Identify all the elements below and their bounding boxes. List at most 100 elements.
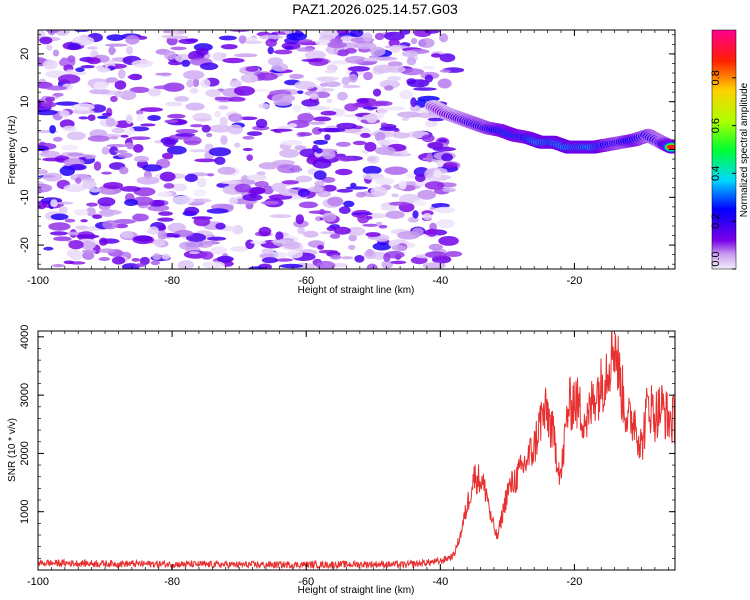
noise-cell: [428, 243, 443, 251]
noise-cell: [326, 98, 333, 103]
noise-cell: [438, 236, 459, 246]
noise-cell: [125, 114, 133, 124]
noise-cell: [112, 256, 126, 265]
noise-cell: [363, 106, 379, 110]
noise-cell: [178, 38, 197, 44]
noise-cell: [297, 188, 310, 198]
noise-cell: [125, 35, 140, 45]
noise-cell: [246, 131, 263, 137]
colorbar-label: Normalized spectral amplitude: [739, 82, 750, 217]
noise-cell: [120, 186, 141, 192]
noise-cell: [301, 58, 323, 63]
noise-cell: [259, 34, 284, 40]
noise-cell: [39, 36, 53, 45]
noise-cell: [64, 218, 76, 223]
noise-cell: [424, 169, 434, 179]
noise-cell: [336, 122, 357, 130]
noise-cell: [118, 69, 126, 79]
noise-cell: [113, 90, 125, 97]
noise-cell: [49, 125, 56, 134]
noise-cell: [397, 111, 421, 118]
noise-cell: [267, 46, 274, 55]
noise-cell: [344, 55, 367, 64]
noise-cell: [258, 103, 270, 109]
y-tick-label: 4000: [19, 325, 31, 349]
noise-cell: [111, 127, 126, 134]
noise-cell: [81, 249, 97, 254]
noise-cell: [352, 140, 367, 146]
noise-cell: [106, 144, 128, 148]
noise-cell: [354, 254, 365, 263]
noise-cell: [400, 68, 425, 76]
noise-cell: [353, 42, 377, 50]
noise-cell: [380, 122, 388, 126]
noise-cell: [92, 214, 103, 220]
noise-cell: [106, 34, 125, 41]
noise-cell: [206, 208, 229, 214]
x-tick-label: -100: [27, 576, 49, 588]
noise-cell: [308, 210, 332, 214]
noise-cell: [192, 78, 200, 88]
noise-cell: [59, 110, 70, 118]
noise-cell: [385, 210, 405, 219]
noise-cell: [297, 90, 304, 94]
noise-cell: [360, 133, 371, 138]
noise-cell: [164, 119, 179, 124]
noise-cell: [398, 180, 407, 190]
noise-cell: [362, 32, 373, 43]
noise-cell: [242, 147, 253, 152]
noise-cell: [136, 176, 160, 185]
noise-cell: [76, 234, 100, 239]
noise-cell: [196, 240, 214, 248]
noise-cell: [336, 188, 354, 193]
noise-cell: [336, 30, 350, 35]
colorbar: [711, 29, 737, 270]
noise-cell: [320, 231, 338, 235]
noise-cell: [324, 134, 331, 141]
noise-cell: [103, 182, 124, 190]
noise-cell: [433, 169, 442, 179]
noise-cell: [333, 226, 351, 235]
noise-cell: [437, 78, 452, 89]
noise-cell: [136, 113, 144, 122]
noise-cell: [271, 93, 296, 103]
noise-cell: [101, 171, 112, 175]
noise-cell: [424, 74, 434, 83]
noise-cell: [108, 45, 116, 56]
noise-cell: [60, 57, 68, 66]
noise-cell: [315, 148, 323, 154]
noise-cell: [133, 144, 144, 153]
noise-cell: [97, 67, 111, 73]
noise-cell: [410, 97, 417, 108]
noise-cell: [105, 117, 116, 127]
noise-cell: [185, 102, 205, 111]
noise-cell: [357, 213, 370, 224]
noise-cell: [322, 149, 336, 160]
noise-cell: [314, 180, 325, 187]
noise-cell: [362, 114, 378, 121]
noise-cell: [274, 258, 293, 262]
noise-cell: [190, 124, 204, 128]
noise-cell: [275, 231, 284, 241]
noise-cell: [67, 152, 84, 157]
noise-cell: [120, 90, 137, 101]
noise-cell: [406, 57, 417, 66]
noise-cell: [242, 135, 255, 140]
noise-cell: [129, 86, 150, 93]
noise-cell: [164, 50, 177, 60]
noise-cell: [162, 30, 171, 34]
noise-cell: [100, 209, 115, 217]
noise-cell: [216, 255, 234, 263]
noise-cell: [434, 206, 456, 214]
noise-cell: [52, 264, 65, 268]
noise-cell: [439, 33, 449, 43]
noise-cell: [52, 49, 60, 57]
noise-cell: [330, 254, 342, 260]
noise-cell: [67, 42, 81, 51]
noise-cell: [120, 134, 129, 138]
noise-cell: [63, 260, 75, 265]
noise-cell: [284, 45, 294, 50]
noise-cell: [288, 123, 298, 128]
noise-cell: [101, 112, 112, 117]
noise-cell: [329, 224, 341, 229]
